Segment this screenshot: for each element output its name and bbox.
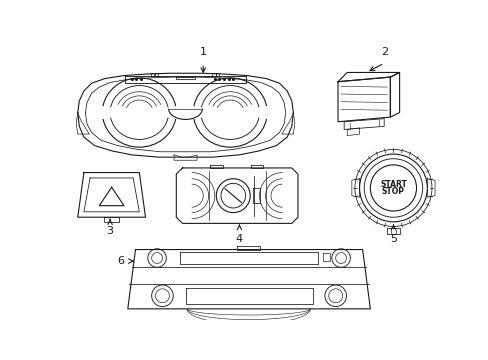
Text: 6: 6 xyxy=(117,256,123,266)
Text: START: START xyxy=(379,180,406,189)
Text: 4: 4 xyxy=(235,234,243,244)
Text: 3: 3 xyxy=(106,226,113,236)
Text: 2: 2 xyxy=(380,47,387,57)
Text: 5: 5 xyxy=(389,234,396,244)
Text: STOP: STOP xyxy=(381,187,404,196)
Text: 1: 1 xyxy=(200,47,206,57)
